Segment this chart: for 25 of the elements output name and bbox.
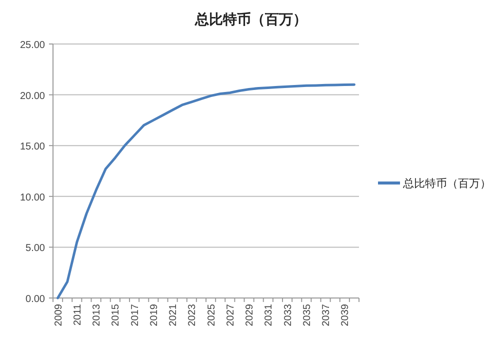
y-tick-label: 5.00 [26, 243, 46, 254]
x-tick-label: 2009 [53, 304, 64, 326]
x-tick-label: 2021 [168, 304, 180, 326]
x-tick-label: 2039 [340, 304, 352, 326]
x-tick-label: 2035 [302, 304, 313, 326]
x-tick-label: 2029 [244, 304, 256, 326]
x-tick-label: 2027 [225, 304, 236, 326]
x-tick-label: 2013 [92, 304, 103, 326]
y-tick-label: 0.00 [26, 294, 46, 305]
x-tick-label: 2037 [321, 304, 332, 326]
legend-label: 总比特币（百万） [402, 177, 491, 190]
y-tick-label: 15.00 [20, 142, 46, 153]
chart-title: 总比特币（百万） [194, 11, 307, 27]
x-tick-label: 2017 [130, 304, 141, 326]
x-tick-label: 2025 [206, 304, 218, 326]
y-tick-label: 10.00 [20, 192, 46, 204]
x-tick-label: 2031 [264, 304, 275, 326]
y-tick-label: 20.00 [20, 90, 46, 102]
x-tick-label: 2019 [148, 304, 160, 326]
x-tick-label: 2033 [282, 304, 294, 326]
x-tick-label: 2011 [72, 304, 84, 326]
line-series [56, 83, 356, 300]
x-tick-label: 2015 [110, 304, 122, 326]
y-tick-label: 25.00 [20, 40, 46, 51]
x-tick-label: 2023 [187, 304, 198, 326]
